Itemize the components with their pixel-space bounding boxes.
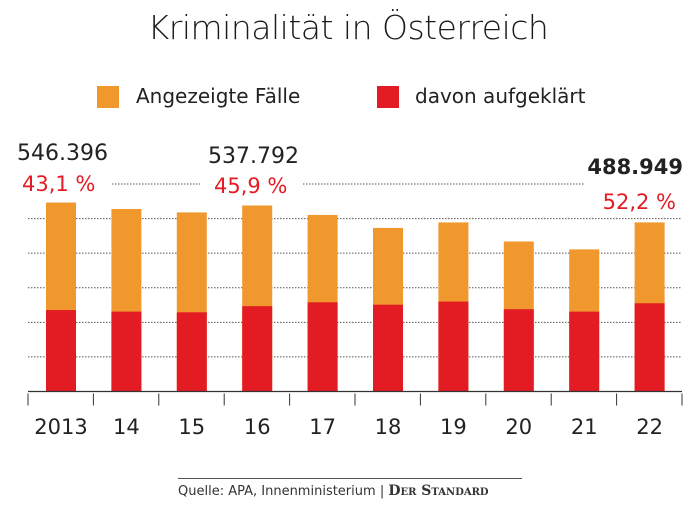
legend-swatch-cleared — [377, 86, 399, 108]
total-label-22: 488.949 — [587, 155, 683, 179]
x-tick-label: 20 — [505, 415, 532, 439]
bar-cleared-15 — [176, 312, 207, 392]
bar-cleared-18 — [373, 304, 403, 392]
rate-label-16: 45,9 % — [214, 174, 287, 198]
total-label-16: 537.792 — [208, 144, 299, 169]
footer-divider — [178, 478, 522, 479]
rate-label-2013: 43,1 % — [22, 172, 95, 196]
x-tick-label: 21 — [571, 415, 598, 439]
bar-cleared-16 — [242, 306, 273, 392]
bar-cleared-22 — [634, 303, 665, 392]
bar-cleared-14 — [111, 311, 142, 392]
bar-cleared-19 — [438, 301, 469, 392]
x-tick-label: 17 — [309, 415, 336, 439]
x-tick-label: 14 — [113, 415, 140, 439]
brand-logo: Der Standard — [388, 483, 489, 499]
rate-label-22: 52,2 % — [603, 190, 676, 214]
bar-cleared-17 — [307, 302, 338, 392]
legend-label-cleared: davon aufgeklärt — [415, 84, 586, 108]
legend-label-reported: Angezeigte Fälle — [136, 84, 301, 108]
footer: Quelle: APA, Innenministerium | Der Stan… — [178, 483, 489, 499]
source-text: Quelle: APA, Innenministerium — [178, 484, 376, 499]
chart-title: Kriminalität in Österreich — [147, 8, 549, 47]
bar-cleared-21 — [569, 311, 600, 392]
x-tick-label: 22 — [636, 415, 663, 439]
x-tick-label: 16 — [244, 415, 271, 439]
x-tick-label: 18 — [375, 415, 402, 439]
separator: | — [379, 484, 385, 499]
bar-chart: 2013 14 15 16 17 18 19 20 21 22 546.396 43,1 % 537.7… — [17, 141, 683, 439]
total-label-2013: 546.396 — [17, 141, 108, 166]
x-tick-label: 19 — [440, 415, 467, 439]
bar-cleared-20 — [503, 309, 534, 392]
x-tick-label: 2013 — [34, 415, 87, 439]
legend-swatch-reported — [97, 86, 119, 108]
bar-cleared-2013 — [46, 310, 76, 392]
x-tick-label: 15 — [178, 415, 205, 439]
